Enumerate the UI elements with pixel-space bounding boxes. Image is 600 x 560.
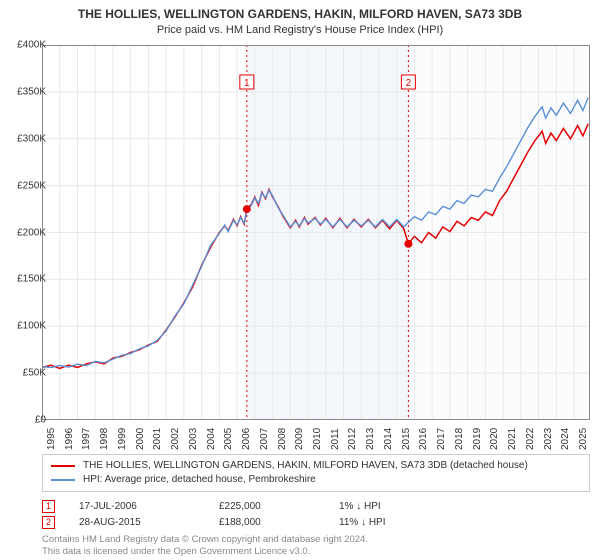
x-tick-label: 1998 [99,420,110,450]
x-tick-label: 2006 [241,420,252,450]
x-tick-label: 1999 [117,420,128,450]
x-tick-label: 2013 [365,420,376,450]
attribution-line2: This data is licensed under the Open Gov… [42,546,368,558]
x-tick-label: 2003 [188,420,199,450]
sale-price: £225,000 [219,501,339,512]
sale-marker: 1 [42,500,55,513]
svg-text:2: 2 [406,78,412,89]
legend-label: HPI: Average price, detached house, Pemb… [83,474,316,485]
y-tick-label: £350K [6,86,46,97]
legend-swatch [51,479,75,481]
y-tick-label: £50K [6,368,46,379]
legend-row: HPI: Average price, detached house, Pemb… [51,474,581,485]
x-tick-label: 2017 [436,420,447,450]
sale-price: £188,000 [219,517,339,528]
x-tick-label: 2014 [383,420,394,450]
x-tick-label: 2023 [543,420,554,450]
y-tick-label: £150K [6,274,46,285]
attribution-line1: Contains HM Land Registry data © Crown c… [42,534,368,546]
x-tick-label: 2022 [525,420,536,450]
legend-swatch [51,465,75,467]
sale-row: 1 17-JUL-2006£225,0001% ↓ HPI [42,498,459,514]
x-tick-label: 2002 [170,420,181,450]
sale-date: 28-AUG-2015 [79,517,219,528]
sale-pct-vs-hpi: 11% ↓ HPI [339,517,459,528]
y-tick-label: £0 [6,415,46,426]
sale-row: 2 28-AUG-2015£188,00011% ↓ HPI [42,514,459,530]
x-tick-label: 2024 [560,420,571,450]
x-tick-label: 2018 [454,420,465,450]
x-tick-label: 2010 [312,420,323,450]
chart-subtitle: Price paid vs. HM Land Registry's House … [0,22,600,36]
x-tick-label: 2001 [152,420,163,450]
x-tick-label: 1997 [81,420,92,450]
y-tick-label: £100K [6,321,46,332]
sale-date: 17-JUL-2006 [79,501,219,512]
attribution-text: Contains HM Land Registry data © Crown c… [42,534,368,558]
sale-marker: 2 [42,516,55,529]
svg-text:1: 1 [244,78,250,89]
chart-legend: THE HOLLIES, WELLINGTON GARDENS, HAKIN, … [42,454,590,492]
legend-label: THE HOLLIES, WELLINGTON GARDENS, HAKIN, … [83,460,528,471]
x-tick-label: 2025 [578,420,589,450]
x-tick-label: 2021 [507,420,518,450]
x-tick-label: 2005 [223,420,234,450]
x-tick-label: 2007 [259,420,270,450]
y-tick-label: £400K [6,40,46,51]
x-tick-label: 2016 [418,420,429,450]
x-tick-label: 2004 [206,420,217,450]
chart-title: THE HOLLIES, WELLINGTON GARDENS, HAKIN, … [0,0,600,22]
y-tick-label: £250K [6,180,46,191]
sale-pct-vs-hpi: 1% ↓ HPI [339,501,459,512]
y-tick-label: £300K [6,133,46,144]
legend-row: THE HOLLIES, WELLINGTON GARDENS, HAKIN, … [51,460,581,471]
sales-data-table: 1 17-JUL-2006£225,0001% ↓ HPI 2 28-AUG-2015… [42,498,459,530]
chart-container: THE HOLLIES, WELLINGTON GARDENS, HAKIN, … [0,0,600,560]
x-tick-label: 2000 [135,420,146,450]
x-tick-label: 1996 [64,420,75,450]
chart-svg: 12 [42,45,590,420]
y-tick-label: £200K [6,227,46,238]
x-tick-label: 2011 [330,420,341,450]
x-tick-label: 2008 [277,420,288,450]
x-tick-label: 2020 [489,420,500,450]
x-tick-label: 2012 [347,420,358,450]
x-tick-label: 2009 [294,420,305,450]
x-tick-label: 2019 [472,420,483,450]
chart-plot-area: 12 [42,45,590,420]
x-tick-label: 2015 [401,420,412,450]
x-tick-label: 1995 [46,420,57,450]
